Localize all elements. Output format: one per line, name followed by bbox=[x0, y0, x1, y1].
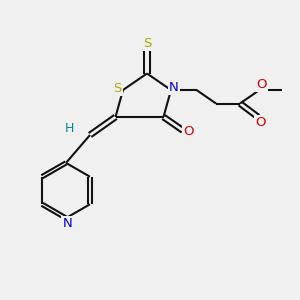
Text: O: O bbox=[184, 125, 194, 139]
Text: O: O bbox=[256, 116, 266, 129]
Text: S: S bbox=[113, 82, 122, 95]
Text: O: O bbox=[256, 78, 266, 91]
Text: H: H bbox=[64, 122, 74, 136]
Text: N: N bbox=[169, 81, 179, 94]
Text: N: N bbox=[63, 217, 72, 230]
Text: S: S bbox=[143, 37, 151, 50]
